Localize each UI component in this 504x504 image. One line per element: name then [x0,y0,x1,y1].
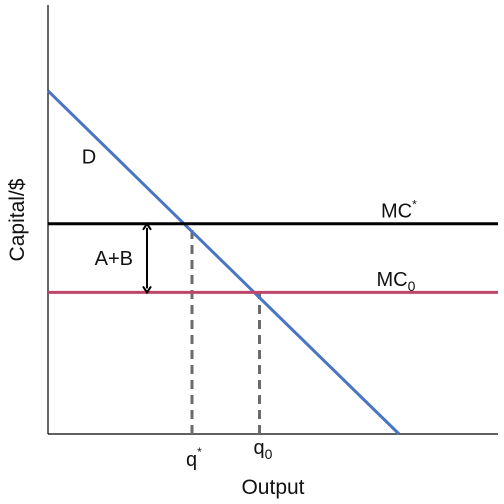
demand-label: D [82,147,96,169]
gap-label: A+B [95,248,133,270]
x-tick-label-2: q0 [254,437,273,462]
y-axis-title: Capital/$ [6,178,29,261]
gap-arrowhead-bottom [142,285,152,295]
gap-arrowhead-top [142,221,152,231]
demand-line [46,89,401,436]
mc-zero-label: MC0 [377,269,416,294]
x-axis-title: Output [241,476,304,499]
mc-star-label: MC* [381,197,417,222]
x-tick-label-1: q* [186,445,202,471]
